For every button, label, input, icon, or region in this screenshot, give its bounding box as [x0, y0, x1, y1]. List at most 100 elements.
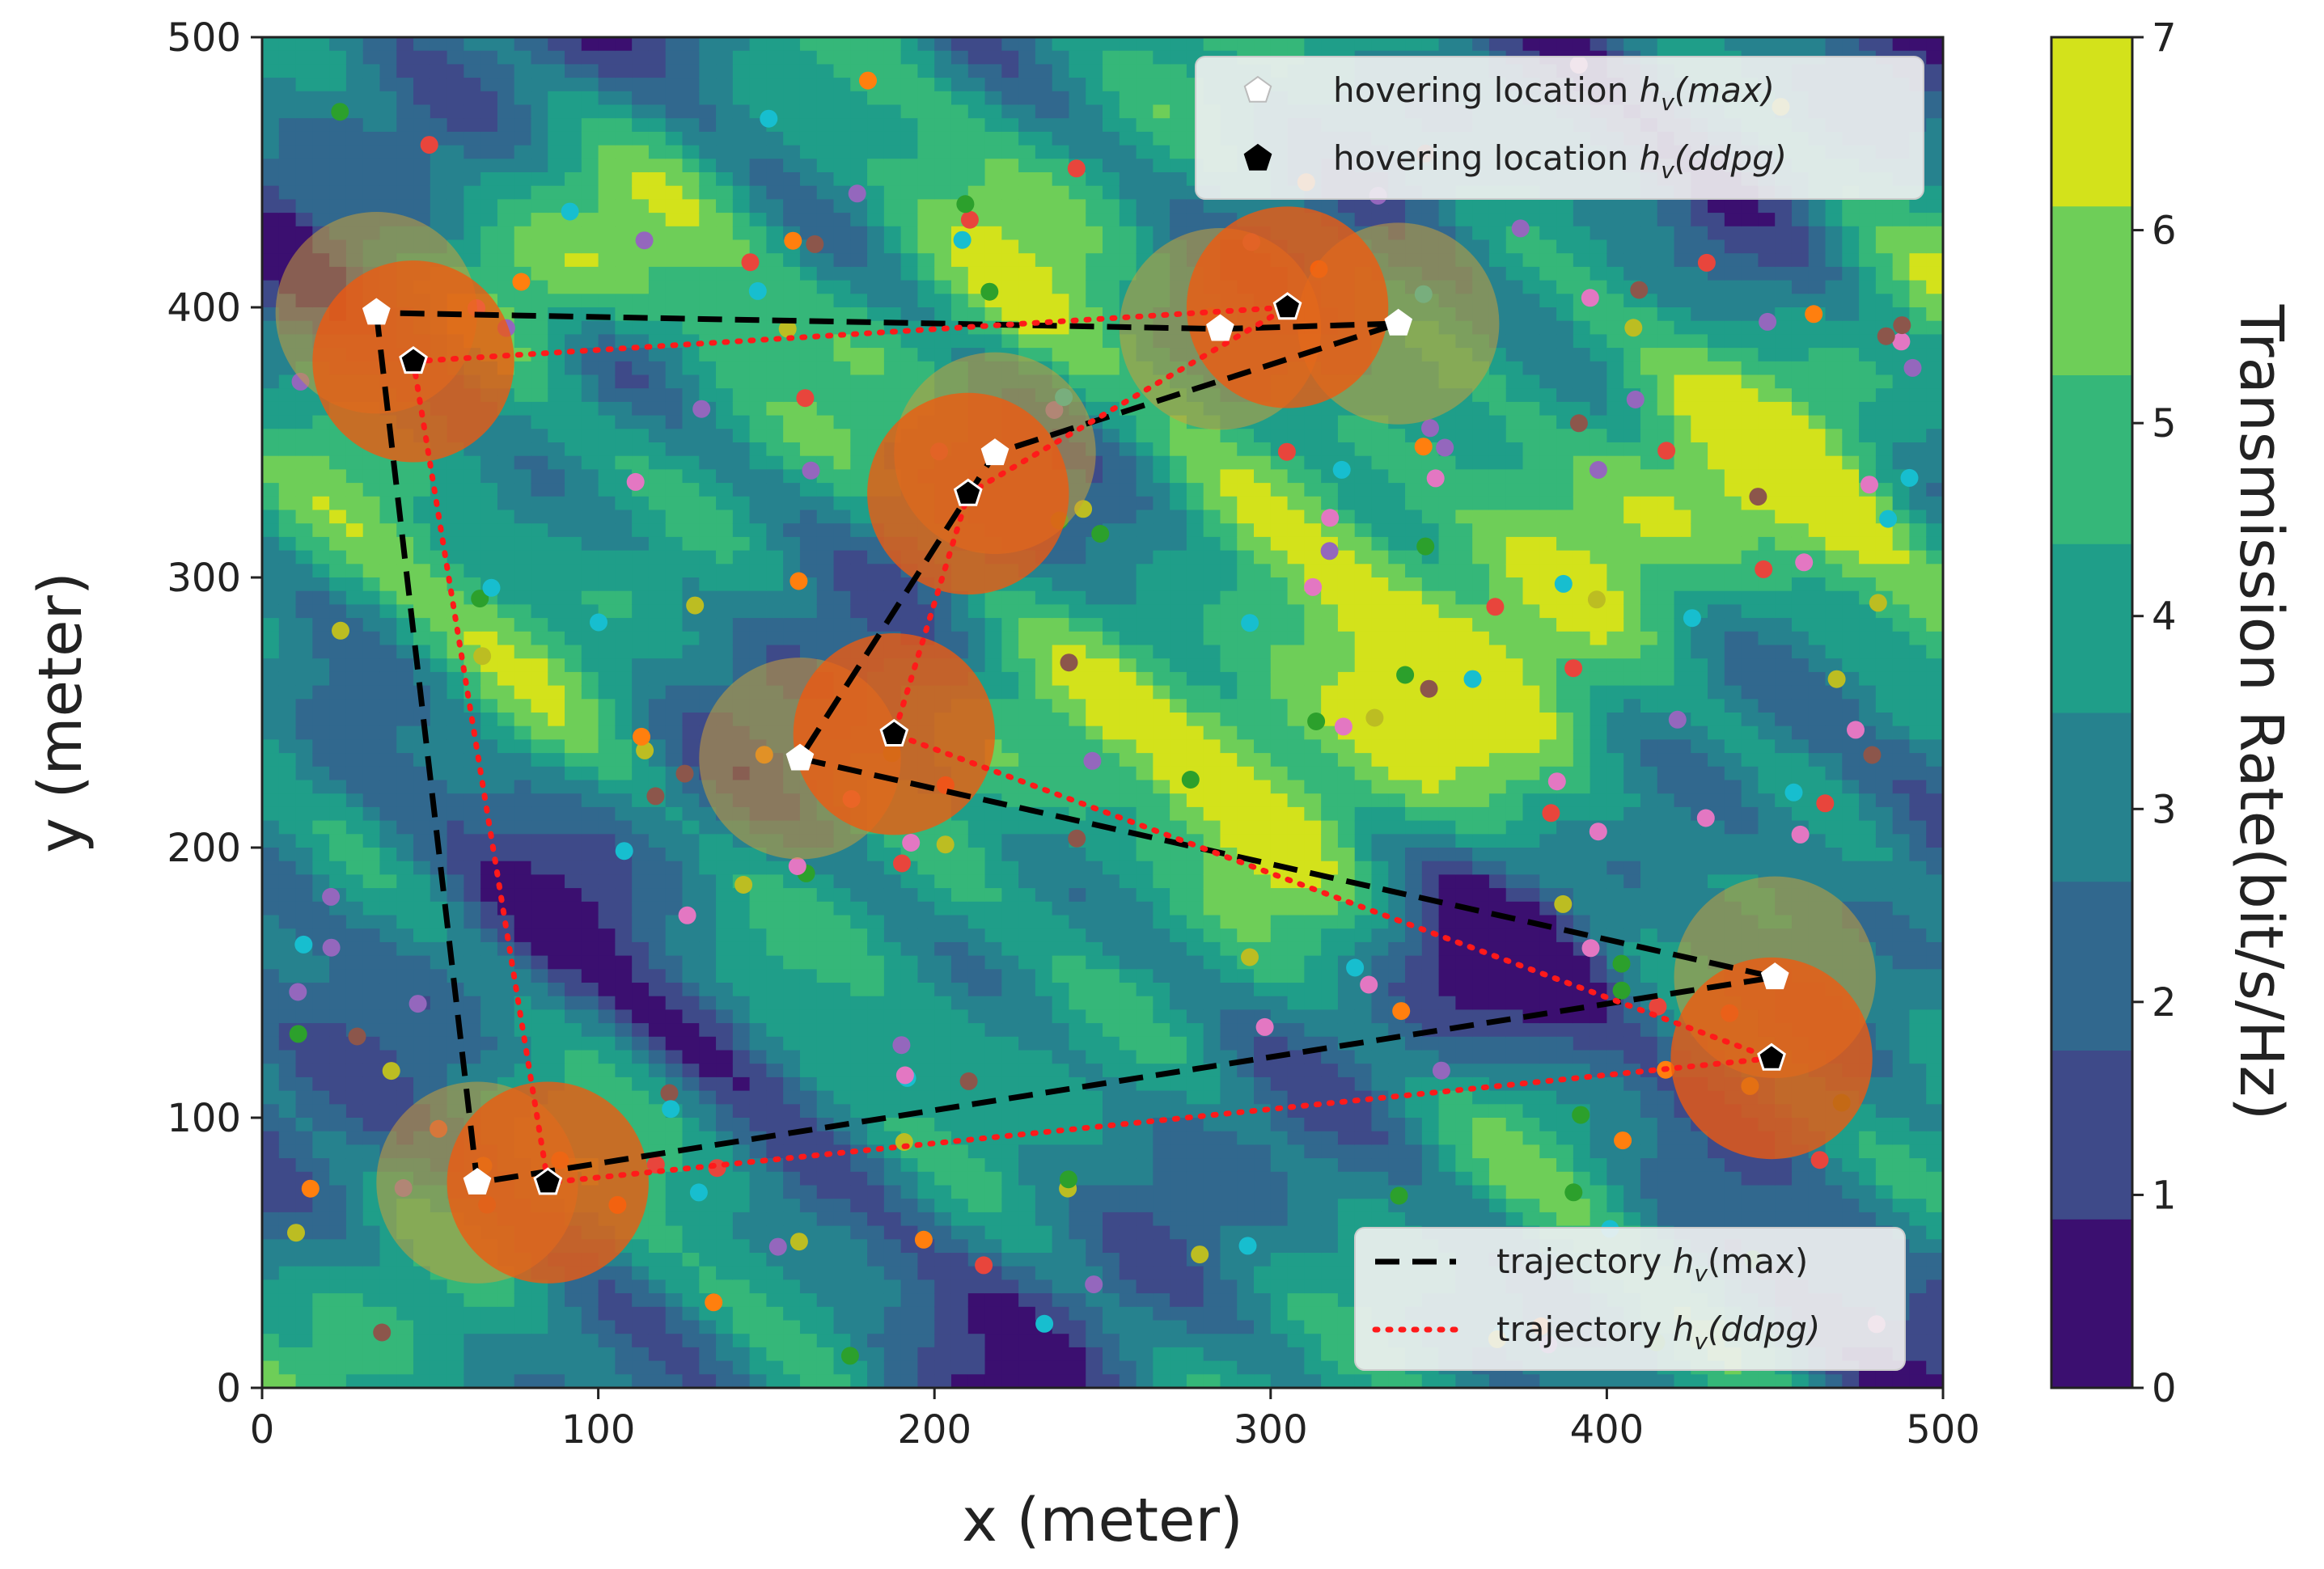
heatmap-cell: [816, 1144, 835, 1159]
heatmap-cell: [497, 496, 515, 511]
heatmap-cell: [278, 604, 297, 619]
heatmap-cell: [329, 1239, 347, 1254]
heatmap-cell: [565, 645, 582, 659]
heatmap-cell: [278, 806, 297, 822]
heatmap-cell: [413, 780, 431, 794]
heatmap-cell: [430, 1320, 448, 1334]
heatmap-cell: [883, 294, 902, 308]
heatmap-cell: [967, 1360, 986, 1375]
heatmap-cell: [581, 1023, 599, 1038]
heatmap-cell: [345, 1009, 364, 1024]
heatmap-cell: [312, 1131, 330, 1145]
heatmap-cell: [1018, 91, 1036, 106]
heatmap-cell: [464, 888, 481, 903]
heatmap-cell: [950, 1023, 969, 1038]
heatmap-cell: [799, 901, 818, 916]
heatmap-cell: [581, 631, 599, 646]
heatmap-cell: [345, 1090, 364, 1105]
heatmap-cell: [345, 1171, 364, 1186]
heatmap-cell: [329, 1009, 347, 1024]
heatmap-cell: [548, 455, 565, 470]
heatmap-cell: [934, 1320, 952, 1334]
heatmap-cell: [682, 523, 700, 538]
heatmap-cell: [262, 1050, 280, 1064]
heatmap-cell: [345, 713, 364, 727]
heatmap-cell: [950, 1171, 969, 1186]
heatmap-cell: [497, 1036, 515, 1051]
heatmap-cell: [531, 118, 548, 133]
heatmap-cell: [632, 1064, 650, 1078]
heatmap-cell: [514, 983, 532, 997]
heatmap-cell: [648, 226, 667, 241]
heatmap-cell: [883, 78, 902, 92]
heatmap-cell: [598, 455, 616, 470]
heatmap-cell: [1086, 996, 1103, 1010]
heatmap-cell: [732, 104, 751, 119]
heatmap-cell: [648, 564, 667, 578]
heatmap-cell: [447, 685, 464, 700]
heatmap-cell: [816, 455, 835, 470]
heatmap-cell: [1052, 334, 1070, 349]
heatmap-cell: [967, 1279, 986, 1294]
heatmap-cell: [430, 1279, 448, 1294]
heatmap-cell: [278, 226, 297, 241]
heatmap-cell: [548, 658, 565, 673]
heatmap-cell: [447, 185, 464, 200]
heatmap-cell: [699, 199, 717, 214]
heatmap-cell: [850, 901, 868, 916]
heatmap-cell: [883, 239, 902, 254]
heatmap-cell: [665, 1064, 684, 1078]
heatmap-cell: [950, 1334, 969, 1348]
heatmap-cell: [362, 455, 381, 470]
heatmap-cell: [1086, 64, 1103, 78]
heatmap-cell: [329, 199, 347, 214]
heatmap-cell: [799, 941, 818, 957]
heatmap-cell: [648, 969, 667, 983]
heatmap-cell: [749, 1104, 767, 1119]
heatmap-cell: [396, 159, 414, 173]
heatmap-cell: [816, 955, 835, 970]
heatmap-cell: [413, 172, 431, 187]
heatmap-cell: [716, 118, 734, 133]
heatmap-cell: [278, 1036, 297, 1051]
heatmap-cell: [934, 307, 952, 322]
heatmap-cell: [850, 1050, 868, 1064]
heatmap-cell: [548, 145, 565, 159]
heatmap-cell: [766, 1253, 784, 1267]
heatmap-cell: [665, 604, 684, 619]
heatmap-cell: [565, 1320, 582, 1334]
heatmap-cell: [699, 901, 717, 916]
heatmap-cell: [262, 348, 280, 362]
heatmap-cell: [413, 983, 431, 997]
heatmap-cell: [262, 618, 280, 632]
heatmap-cell: [1018, 118, 1036, 133]
heatmap-cell: [665, 1293, 684, 1308]
heatmap-cell: [464, 1306, 481, 1322]
heatmap-cell: [548, 604, 565, 619]
heatmap-cell: [950, 631, 969, 646]
heatmap-cell: [850, 1374, 868, 1388]
heatmap-cell: [783, 294, 801, 308]
heatmap-cell: [1001, 604, 1019, 619]
heatmap-cell: [278, 713, 297, 727]
heatmap-cell: [278, 861, 297, 875]
heatmap-cell: [295, 1131, 313, 1145]
heatmap-cell: [833, 523, 851, 538]
heatmap-cell: [1086, 374, 1103, 389]
heatmap-cell: [883, 280, 902, 294]
heatmap-cell: [1086, 915, 1103, 929]
heatmap-cell: [632, 348, 650, 362]
heatmap-cell: [917, 361, 935, 376]
heatmap-cell: [850, 1064, 868, 1078]
heatmap-cell: [1069, 861, 1086, 875]
heatmap-cell: [531, 469, 548, 484]
heatmap-cell: [295, 901, 313, 916]
heatmap-cell: [917, 334, 935, 349]
heatmap-cell: [665, 239, 684, 254]
heatmap-cell: [766, 1118, 784, 1132]
heatmap-cell: [950, 266, 969, 281]
heatmap-cell: [362, 64, 381, 78]
heatmap-cell: [345, 1144, 364, 1159]
heatmap-cell: [329, 590, 347, 605]
heatmap-cell: [783, 1090, 801, 1105]
